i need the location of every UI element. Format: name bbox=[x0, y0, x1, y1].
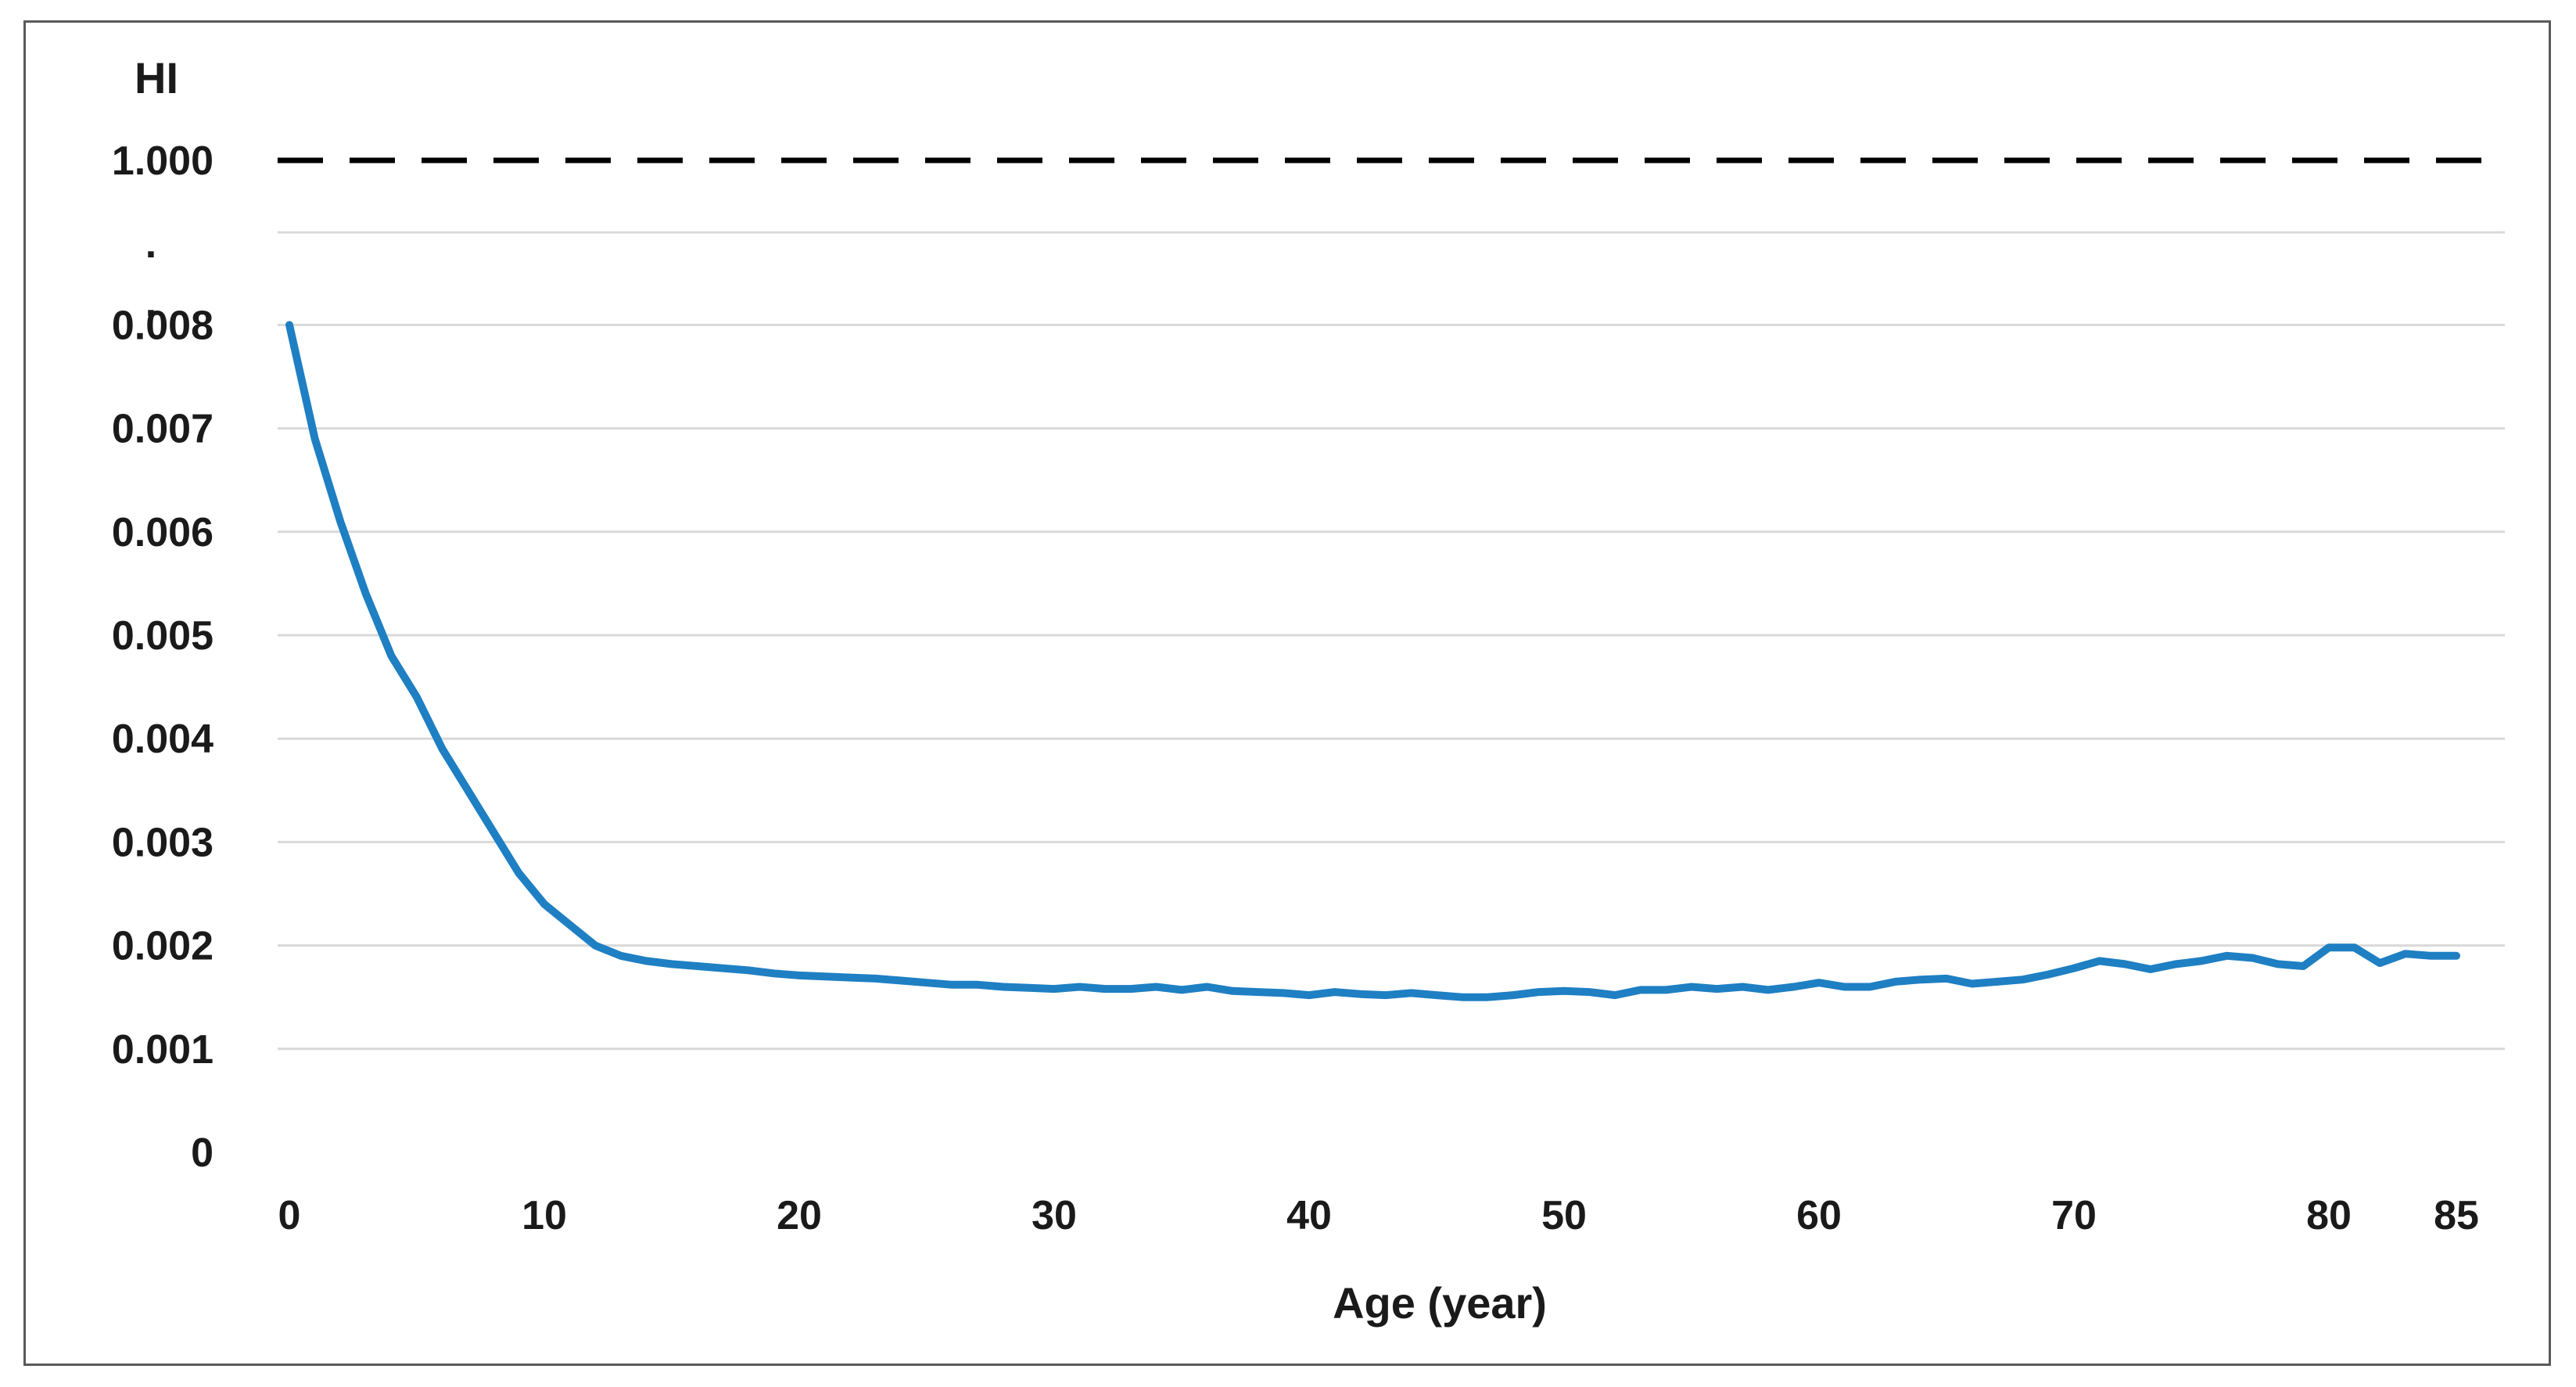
x-tick-label: 30 bbox=[1031, 1193, 1077, 1238]
x-tick-label: 50 bbox=[1541, 1193, 1587, 1238]
x-tick-label: 40 bbox=[1286, 1193, 1332, 1238]
x-tick-labels: 0 10 20 30 40 50 60 70 80 85 bbox=[278, 1193, 2479, 1238]
y-tick-label: 0.005 bbox=[112, 613, 213, 659]
y-tick-label: 0.008 bbox=[112, 303, 213, 348]
axis-break-dot: . bbox=[145, 221, 156, 267]
y-tick-label: 0.002 bbox=[112, 924, 213, 969]
y-tick-label: 0.007 bbox=[112, 407, 213, 452]
x-tick-label: 80 bbox=[2306, 1193, 2352, 1238]
y-tick-label: 1.000 bbox=[112, 138, 213, 184]
y-tick-label: 0.003 bbox=[112, 820, 213, 865]
line-chart: 0 0.001 0.002 0.003 0.004 0.005 0.006 0.007 0.00… bbox=[112, 53, 2505, 1328]
x-tick-label: 70 bbox=[2051, 1193, 2097, 1238]
x-tick-label: 20 bbox=[777, 1193, 822, 1238]
axis-break-dot: . bbox=[145, 280, 156, 325]
series-group bbox=[285, 321, 2460, 1001]
gridlines bbox=[278, 231, 2505, 1051]
y-axis-break-marks: .. bbox=[145, 221, 156, 325]
x-tick-label: 0 bbox=[278, 1193, 301, 1238]
x-axis-label: Age (year) bbox=[1333, 1278, 1547, 1328]
y-tick-label: 0.006 bbox=[112, 510, 213, 555]
y-tick-label: 0.001 bbox=[112, 1027, 213, 1073]
y-tick-labels: 0 0.001 0.002 0.003 0.004 0.005 0.006 0.007 0.00… bbox=[112, 138, 213, 1176]
x-tick-label: 85 bbox=[2434, 1193, 2479, 1238]
chart-frame: 0 0.001 0.002 0.003 0.004 0.005 0.006 0.007 0.00… bbox=[23, 20, 2551, 1366]
y-tick-label: 0.004 bbox=[112, 717, 213, 762]
y-axis-label: HI bbox=[135, 53, 178, 102]
series-line bbox=[285, 321, 2460, 1001]
y-tick-label: 0 bbox=[191, 1130, 213, 1176]
x-tick-label: 10 bbox=[522, 1193, 567, 1238]
x-tick-label: 60 bbox=[1796, 1193, 1842, 1238]
